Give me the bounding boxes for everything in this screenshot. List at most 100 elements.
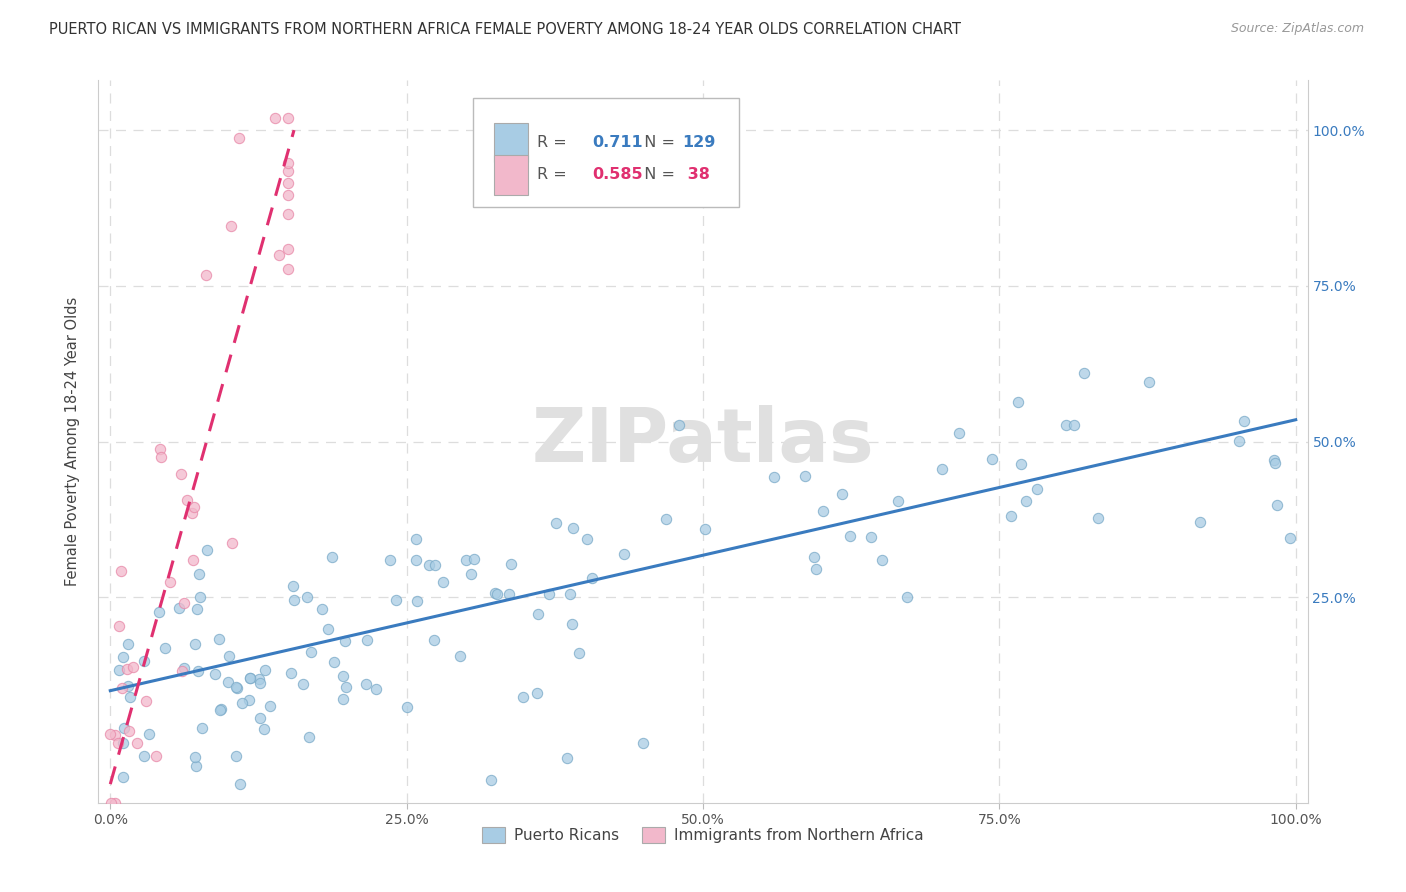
Point (512, 690, 534, 704)
Point (194, 268, 217, 283)
Point (118, 723, 141, 738)
Point (568, 646, 591, 660)
Point (332, 692, 354, 706)
Point (159, 575, 181, 590)
Point (145, 749, 167, 764)
Point (115, 662, 138, 676)
Point (108, 619, 131, 633)
Point (806, 562, 828, 576)
Point (117, 637, 139, 651)
Point (886, 494, 908, 508)
Point (219, 219, 242, 234)
Point (238, 693, 260, 707)
Point (1000, 508, 1022, 523)
Point (432, 574, 454, 589)
Point (1063, 418, 1085, 433)
Point (561, 521, 583, 535)
Text: N =: N = (634, 135, 681, 150)
Point (575, 533, 598, 547)
Point (112, 650, 135, 665)
Point (132, 654, 155, 668)
Point (449, 648, 471, 663)
Text: PUERTO RICAN VS IMMIGRANTS FROM NORTHERN AFRICA FEMALE POVERTY AMONG 18-24 YEAR : PUERTO RICAN VS IMMIGRANTS FROM NORTHERN… (49, 22, 962, 37)
Point (277, 187, 299, 202)
Point (406, 594, 429, 608)
Point (803, 549, 825, 564)
Point (191, 722, 214, 736)
Point (181, 553, 204, 567)
Point (1265, 498, 1288, 512)
Point (384, 593, 406, 607)
Point (479, 772, 502, 787)
Text: Source: ZipAtlas.com: Source: ZipAtlas.com (1230, 22, 1364, 36)
Point (793, 468, 815, 483)
Point (311, 602, 333, 616)
FancyBboxPatch shape (474, 98, 740, 207)
Point (333, 634, 356, 648)
Point (186, 602, 208, 616)
Point (405, 532, 427, 546)
Point (405, 553, 427, 567)
Point (581, 571, 603, 585)
Point (195, 543, 218, 558)
Point (217, 674, 239, 689)
Point (112, 721, 135, 735)
Point (811, 504, 834, 518)
Point (148, 606, 170, 620)
Point (283, 579, 305, 593)
Point (218, 649, 240, 664)
Point (870, 553, 893, 567)
FancyBboxPatch shape (494, 122, 527, 162)
Point (460, 567, 482, 582)
Point (277, 156, 299, 170)
Point (1073, 366, 1095, 380)
Point (209, 703, 232, 717)
Point (613, 547, 636, 561)
Y-axis label: Female Poverty Among 18-24 Year Olds: Female Poverty Among 18-24 Year Olds (65, 297, 80, 586)
Point (486, 586, 509, 600)
Point (138, 727, 160, 741)
Point (1015, 493, 1038, 508)
Point (111, 770, 134, 784)
Point (184, 637, 207, 651)
Point (277, 261, 299, 276)
Point (181, 506, 204, 520)
Point (546, 516, 568, 530)
Point (184, 750, 207, 764)
Point (323, 655, 346, 669)
Point (283, 592, 305, 607)
Point (395, 700, 418, 714)
Point (655, 511, 678, 525)
Point (100, 727, 122, 741)
Point (1054, 417, 1077, 432)
Point (693, 522, 716, 536)
Text: 38: 38 (682, 168, 710, 182)
Point (169, 601, 191, 615)
Point (117, 680, 139, 694)
Point (498, 586, 520, 600)
Point (291, 677, 314, 691)
Point (253, 722, 276, 736)
Point (527, 607, 550, 622)
Point (188, 567, 211, 582)
Point (838, 529, 860, 543)
Point (321, 549, 343, 564)
Point (221, 536, 243, 550)
Text: 0.585: 0.585 (592, 168, 643, 182)
Point (277, 207, 299, 221)
Point (354, 677, 377, 691)
Point (204, 666, 226, 681)
Point (1279, 531, 1302, 545)
Point (228, 777, 250, 791)
Point (980, 452, 1002, 467)
Point (1087, 511, 1109, 525)
Point (135, 694, 157, 708)
Point (176, 492, 198, 507)
Point (267, 248, 290, 262)
Point (1007, 394, 1029, 409)
Point (299, 644, 322, 658)
Point (456, 553, 478, 567)
Point (170, 467, 193, 482)
Point (526, 686, 548, 700)
Text: N =: N = (634, 168, 681, 182)
